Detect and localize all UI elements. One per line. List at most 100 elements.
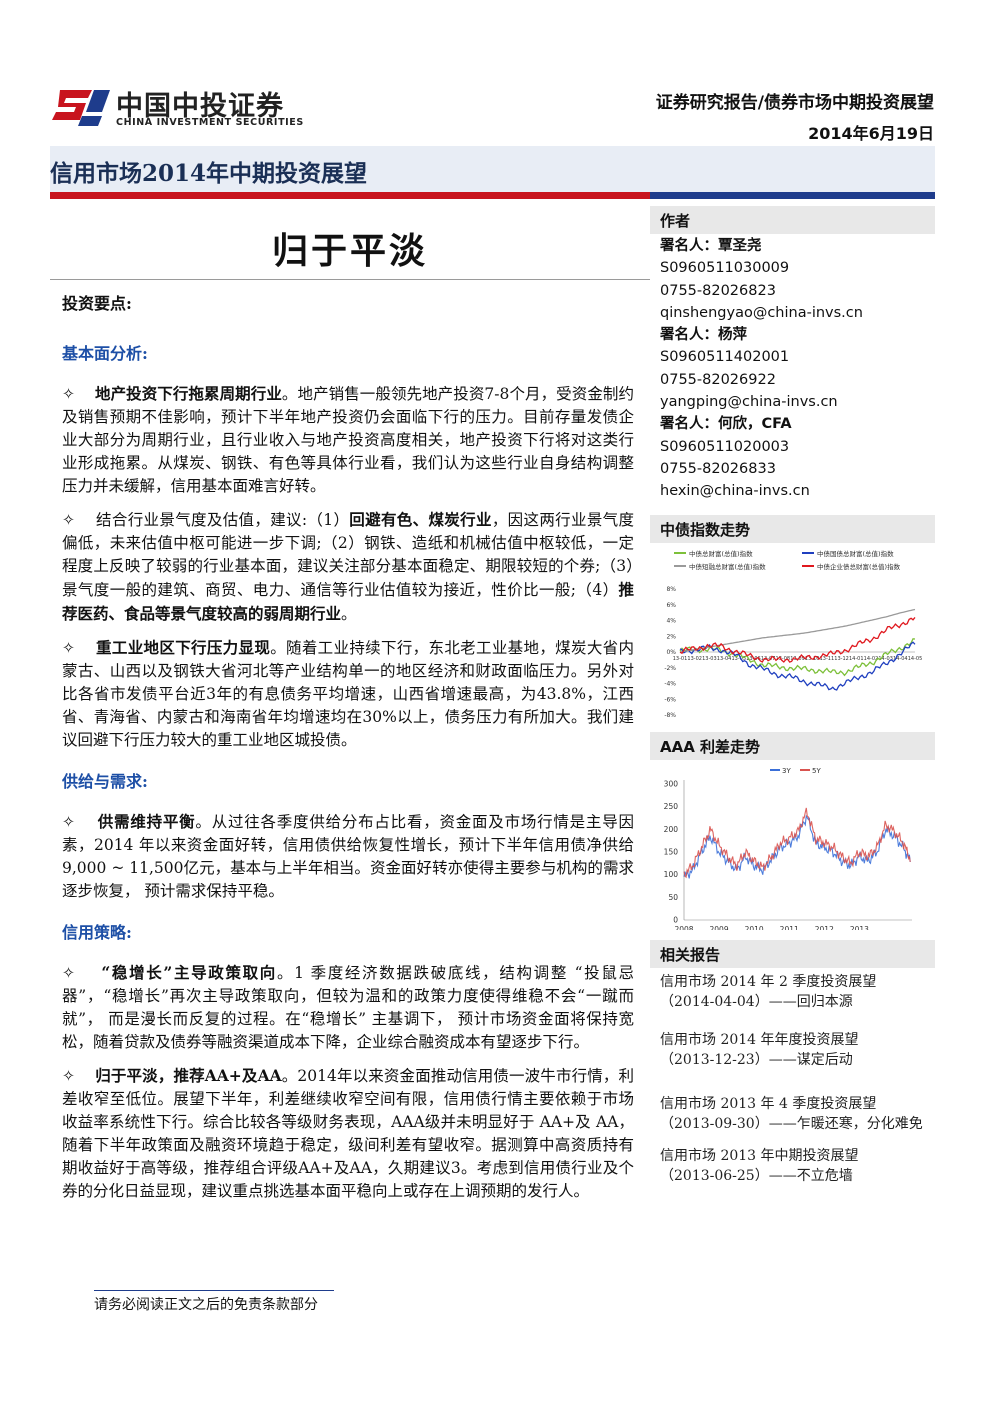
y-tick-label: 200 [664,824,679,833]
x-tick-label: 13-11 [820,656,835,662]
author-phone: 0755-82026833 [660,460,776,477]
index-chart-heading: 中债指数走势 [650,514,935,543]
related-report-title: 信用市场 2013 年中期投资展望 [660,1147,859,1164]
related-report[interactable]: 信用市场 2014 年 2 季度投资展望 （2014-04-04）——回归本源 [650,972,935,1012]
author-name: 署名人：何欣，CFA [660,416,792,433]
series-line [683,807,911,878]
report-date: 2014年6月19日 [808,124,934,143]
author-name: 署名人：杨萍 [660,327,747,344]
x-tick-label: 13-07 [761,656,776,662]
x-tick-label: 2011 [780,925,799,930]
y-tick-label: 0% [666,649,676,656]
x-tick-label: 13-09 [790,656,805,662]
y-tick-label: 250 [664,802,679,811]
title-divider [50,279,650,280]
related-reports-heading: 相关报告 [650,939,935,968]
logo-english-text: CHINA INVESTMENT SECURITIES [116,117,304,128]
x-tick-label: 14-05 [908,656,923,662]
author-phone: 0755-82026823 [660,282,776,299]
related-report-subtitle: （2013-09-30）——乍暖还寒，分化难免 [660,1115,923,1132]
legend-label: 5Y [812,767,821,775]
key-points-heading: 投资要点: [62,294,132,313]
x-tick-label: 2008 [674,925,693,930]
paragraph: ✧ 重工业地区下行压力显现。随着工业持续下行，东北老工业基地，煤炭大省内蒙古、山… [62,638,634,749]
author-name: 署名人：覃圣尧 [660,238,762,254]
blue-rule [650,192,935,199]
author-license: S0960511030009 [660,260,790,277]
footer-disclaimer: 请务必阅读正文之后的免责条款部分 [94,1297,318,1313]
legend-label: 中债短融总财富(总值)指数 [689,562,766,571]
author-phone: 0755-82026922 [660,371,776,388]
company-logo: 中国中投证券 CHINA INVESTMENT SECURITIES [52,84,303,132]
logo-mark-icon [52,90,110,126]
paragraph: ✧ 结合行业景气度及估值，建议:（1）回避有色、煤炭行业，因这两行业景气度偏低，… [62,510,634,623]
x-tick-label: 13-01 [673,656,688,662]
related-report-title: 信用市场 2014 年 2 季度投资展望 [660,973,877,990]
y-tick-label: 100 [664,870,679,879]
series-line [679,616,916,663]
x-tick-label: 14-03 [878,656,893,662]
x-tick-label: 14-01 [849,656,864,662]
related-report-subtitle: （2013-06-25）——不立危墙 [660,1167,853,1184]
author-license: S0960511402001 [660,349,790,366]
legend-label: 中债总财富(总值)指数 [689,549,753,558]
x-tick-label: 13-12 [834,656,849,662]
legend-label: 中债国债总财富(总值)指数 [817,549,894,558]
authors-heading: 作者 [650,206,935,234]
x-tick-label: 14-04 [893,656,908,662]
legend-label: 3Y [782,767,791,775]
y-tick-label: 6% [666,601,676,608]
report-type: 证券研究报告/债券市场中期投资展望 [655,93,934,113]
y-tick-label: 8% [666,586,676,593]
related-report-subtitle: （2013-12-23）——谋定后动 [660,1051,853,1068]
x-tick-label: 13-02 [687,656,702,662]
related-report-subtitle: （2014-04-04）——回归本源 [660,993,853,1010]
paragraph: ✧ “稳增长”主导政策取向。1 季度经济数据跌破底线，结构调整 “投鼠忌器”，“… [62,963,634,1051]
main-title: 归于平淡 [271,230,428,272]
y-tick-label: -8% [664,712,676,718]
y-tick-label: -4% [664,680,676,687]
x-tick-label: 14-02 [864,656,879,662]
x-tick-label: 13-05 [731,656,746,662]
main-body: 投资要点: 基本面分析: ✧ 地产投资下行拖累周期行业。地产销售一般领先地产投资… [62,288,634,1203]
x-tick-label: 13-04 [717,656,732,662]
series-line [679,637,916,676]
y-tick-label: 4% [666,617,676,624]
author-email[interactable]: hexin@china-invs.cn [660,483,810,500]
y-tick-label: -2% [664,664,676,671]
y-tick-label: 150 [664,847,679,856]
author-email[interactable]: yangping@china-invs.cn [660,394,838,411]
legend-label: 中债企业债总财富(总值)指数 [817,562,901,571]
author-email[interactable]: qinshengyao@china-invs.cn [660,304,863,321]
series-line [679,640,916,691]
x-tick-label: 2012 [815,925,834,930]
paragraph: ✧ 地产投资下行拖累周期行业。地产销售一般领先地产投资7-8个月，受资金制约及销… [62,384,634,495]
sidebar: 作者 署名人：覃圣尧 S0960511030009 0755-82026823 … [650,206,935,1186]
section-heading-fundamentals: 基本面分析: [62,344,148,363]
related-report[interactable]: 信用市场 2013 年中期投资展望 （2013-06-25）——不立危墙 [650,1146,935,1186]
related-report[interactable]: 信用市场 2014 年年度投资展望 （2013-12-23）——谋定后动 [650,1030,935,1070]
title-band: 信用市场2014年中期投资展望 [50,146,935,192]
x-tick-label: 13-03 [702,656,717,662]
red-rule [50,192,650,199]
author-license: S0960511020003 [660,438,790,455]
logo-chinese-text: 中国中投证券 [116,91,284,122]
section-heading-strategy: 信用策略: [62,923,132,942]
spread-chart-heading: AAA 利差走势 [650,731,935,760]
y-tick-label: 2% [666,633,676,640]
paragraph: ✧ 归于平淡，推荐AA+及AA。2014年以来资金面推动信用债一波牛市行情，利差… [62,1066,635,1200]
related-report-title: 信用市场 2014 年年度投资展望 [660,1031,859,1048]
x-tick-label: 2010 [745,925,764,930]
x-tick-label: 2013 [850,925,869,930]
related-report[interactable]: 信用市场 2013 年 4 季度投资展望 （2013-09-30）——乍暖还寒，… [650,1094,935,1134]
y-tick-label: -6% [664,696,676,703]
paragraph: ✧ 供需维持平衡。从过往各季度供给分布占比看，资金面及市场行情是主导因素，201… [62,812,634,900]
y-tick-label: 0 [673,915,678,924]
band-title: 信用市场2014年中期投资展望 [50,160,368,187]
y-tick-label: 300 [664,779,679,788]
y-tick-label: 50 [668,892,678,901]
series-line [679,608,916,653]
section-heading-supply-demand: 供给与需求: [62,772,148,791]
